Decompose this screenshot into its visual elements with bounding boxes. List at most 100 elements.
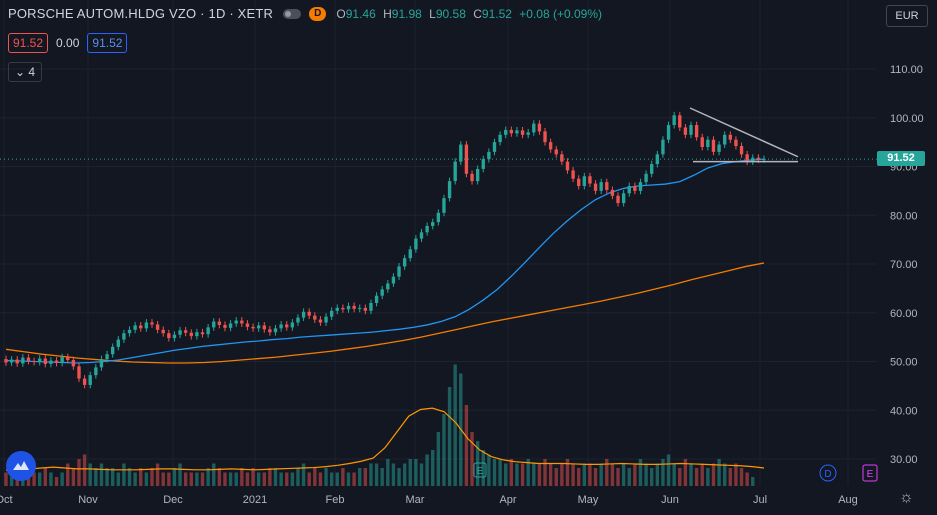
high-value: 91.98 [391,6,422,21]
volume-bar [509,459,514,486]
candle-body [346,305,351,310]
candle-body [307,311,311,316]
dividend-marker [819,464,837,482]
candle-body [374,295,379,303]
candle-body [240,320,244,324]
volume-bar [386,459,390,486]
volume-bar [537,463,542,486]
candle-body [161,329,165,334]
volume-bar [655,463,660,486]
volume-bar [683,459,688,486]
candle-body [571,170,575,179]
candle-body [605,182,609,190]
volume-bar [520,463,525,486]
volume-ma-line [6,407,765,471]
volume-ma-path [6,407,765,471]
volume-bar [627,468,631,486]
ma-slow-line [5,262,765,364]
volume-bar [481,450,485,486]
volume-bar [139,468,143,486]
candle-body [9,359,14,363]
volume-bar [189,472,193,486]
volume-bar [223,472,227,486]
volume-bar [144,472,149,486]
price-axis[interactable]: 110.00100.0090.0080.0070.0060.0050.0040.… [890,64,924,466]
price-tick-label: 60.00 [890,308,918,320]
candle-body [116,339,120,347]
volume-bar [363,468,368,486]
gear-icon[interactable]: ☼ [899,489,914,506]
earnings-marker-label: E [477,466,484,477]
indicators-toggle[interactable]: ⌄ 4 [8,62,43,82]
volume-bar [526,459,530,486]
volume-bar [717,459,721,486]
volume-bar [633,463,637,486]
close-value: 91.52 [481,6,512,21]
volume-bar [217,468,222,486]
candle-body [706,139,710,147]
candle-body [470,173,474,182]
volume-bar [279,472,283,486]
volume-bar [397,468,401,486]
visibility-toggle-icon[interactable] [283,8,302,19]
candle-body [436,212,441,223]
symbol-title[interactable]: PORSCHE AUTOM.HLDG VZO · 1D · XETR [8,6,274,21]
candle-body [593,183,598,191]
volume-bar [610,463,615,486]
candle-body [245,323,250,327]
candle-body [532,123,536,133]
candle-body [341,307,345,310]
candle-body [122,333,126,340]
change-value: +0.08 (+0.09%) [519,6,602,21]
volume-bar [638,459,643,486]
tradingview-logo-icon[interactable] [6,451,36,481]
volume-bar [212,463,216,486]
candle-body [650,164,654,174]
volume-bar [172,468,177,486]
volume-bar [228,472,233,486]
ohlc-values: O91.46 H91.98 L90.58 C91.52 +0.08 (+0.09… [336,7,606,21]
volume-bar [734,463,738,486]
bid-button[interactable]: 91.52 [8,33,49,53]
time-tick-label: May [578,494,599,506]
candle-body [414,238,418,250]
volume-bar [470,432,474,486]
candle-body [655,154,660,165]
volume-bar [116,472,120,486]
volume-bar [745,472,749,486]
volume-bar [133,472,137,486]
volume-bar [548,463,553,486]
chart-header: PORSCHE AUTOM.HLDG VZO · 1D · XETR D O91… [8,6,606,21]
candle-body [481,159,485,169]
trendline-upper [689,107,799,158]
candle-body [285,324,289,328]
candle-body [313,315,317,320]
candle-body [54,360,59,363]
candle-body [329,310,334,317]
price-tick-label: 100.00 [890,113,924,125]
candle-body [464,144,469,174]
candle-body [526,132,530,135]
candle-body [672,115,676,126]
candle-body [251,326,255,329]
volume-bar [206,468,210,486]
candle-body [155,324,160,330]
trendlines[interactable] [0,107,877,163]
earnings-upcoming-marker [862,464,878,482]
time-tick-label: 2021 [243,494,267,506]
candle-body [386,283,390,290]
candle-body [290,322,295,328]
volume-bar [706,468,710,486]
candle-body [66,357,70,361]
time-axis[interactable]: Oct Nov Dec 2021 Feb Mar Apr May Jun Jul Aug [0,494,858,506]
candle-body [515,130,519,134]
price-tick-label: 50.00 [890,357,918,369]
currency-button[interactable]: EUR [886,5,928,27]
high-label: H [383,6,392,21]
delay-badge[interactable]: D [309,6,327,21]
volume-bar [700,463,704,486]
ask-button[interactable]: 91.52 [87,33,128,53]
